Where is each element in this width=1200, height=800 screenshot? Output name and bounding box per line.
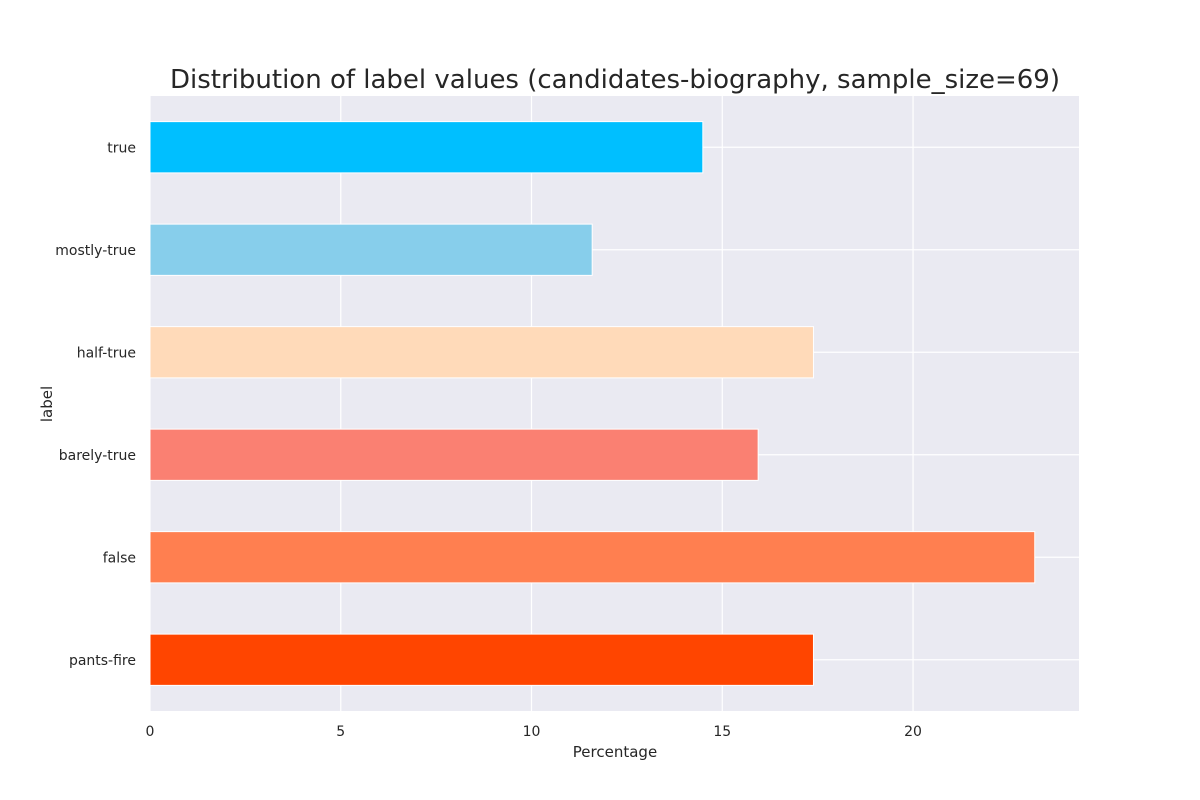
plot-area — [150, 96, 1079, 711]
chart-title: Distribution of label values (candidates… — [170, 65, 1060, 95]
y-tick-label: true — [107, 140, 136, 156]
bars — [149, 121, 1036, 686]
y-tick-label: barely-true — [59, 448, 136, 464]
y-tick-label: mostly-true — [55, 243, 136, 259]
x-tick-label: 10 — [523, 724, 541, 740]
y-tick-labels: true mostly-true half-true barely-true false… — [55, 140, 136, 669]
y-tick-label: false — [103, 550, 136, 566]
bar-false — [149, 531, 1036, 584]
x-tick-labels: 0 5 10 15 20 — [146, 724, 922, 740]
x-tick-label: 5 — [336, 724, 345, 740]
y-tick-label: pants-fire — [69, 653, 136, 669]
bar-true — [149, 121, 704, 174]
bar-pants-fire — [149, 633, 814, 686]
x-tick-label: 0 — [146, 724, 155, 740]
bar-mostly-true — [149, 223, 593, 276]
bar-half-true — [149, 326, 814, 379]
x-tick-label: 15 — [713, 724, 731, 740]
x-tick-label: 20 — [904, 724, 922, 740]
y-tick-label: half-true — [77, 345, 136, 361]
y-axis-label: label — [38, 386, 56, 422]
x-axis-label: Percentage — [573, 743, 657, 761]
bar-barely-true — [149, 428, 759, 481]
